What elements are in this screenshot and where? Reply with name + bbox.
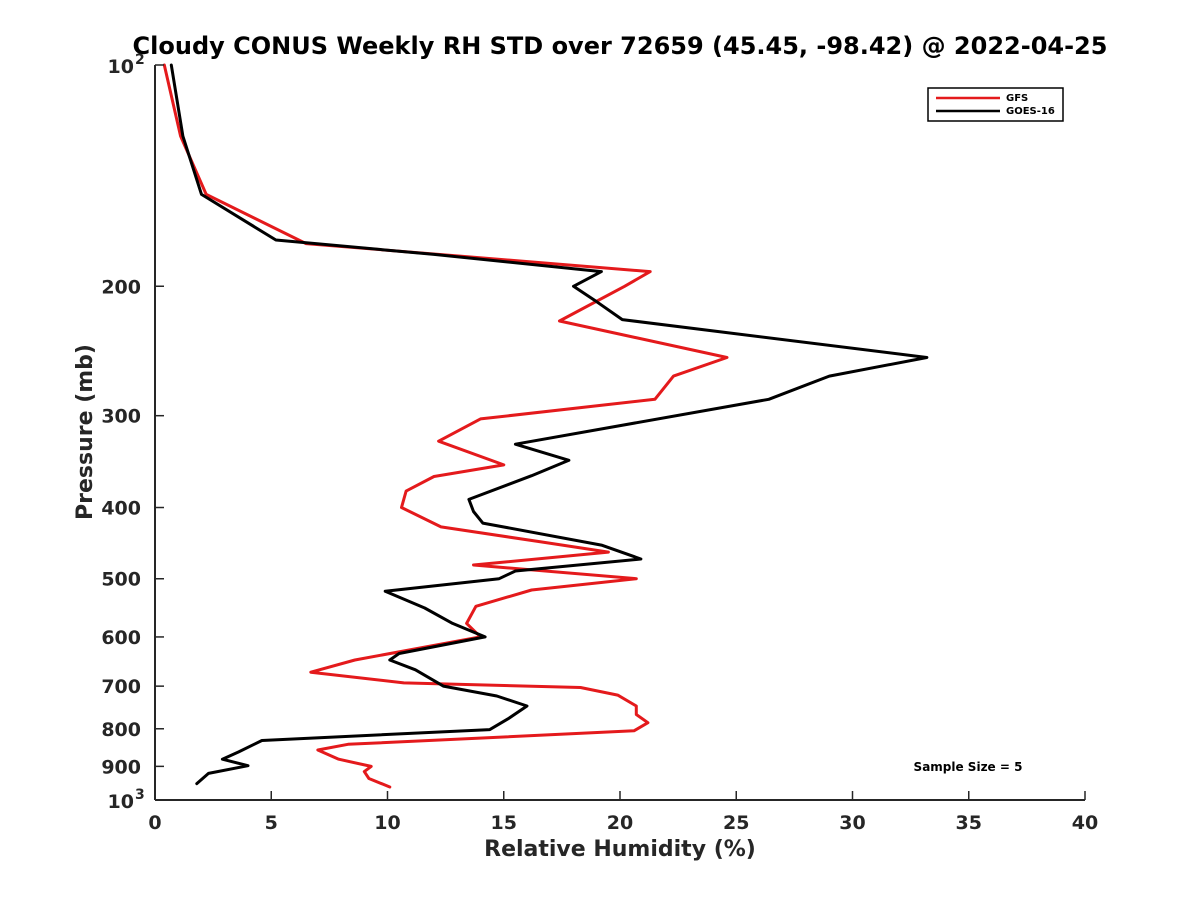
y-tick-label-group: 300 xyxy=(101,406,141,428)
y-axis-label: Pressure (mb) xyxy=(73,344,98,520)
y-tick-label: 600 xyxy=(101,627,141,649)
x-axis-ticks: 0 5 10 15 20 25 30 35 40 xyxy=(148,791,1098,834)
y-tick-label: 500 xyxy=(101,569,141,591)
x-tick-label: 20 xyxy=(607,812,633,834)
legend: GFS GOES-16 xyxy=(927,87,1064,122)
y-tick-label-group: 600 xyxy=(101,627,141,649)
y-tick-label-group: 700 xyxy=(101,676,141,698)
legend-box xyxy=(927,87,1064,122)
y-tick-label-group: 10 2 xyxy=(108,52,145,78)
y-tick-label: 700 xyxy=(101,676,141,698)
chart-title: Cloudy CONUS Weekly RH STD over 72659 (4… xyxy=(133,32,1108,60)
legend-label-goes16: GOES-16 xyxy=(1006,106,1055,117)
x-tick-label: 30 xyxy=(839,812,865,834)
y-tick-label-group: 400 xyxy=(101,498,141,520)
y-tick-label: 900 xyxy=(101,756,141,778)
sample-size-annotation: Sample Size = 5 xyxy=(914,760,1023,774)
series-layer xyxy=(162,63,929,789)
y-tick-label: 800 xyxy=(101,719,141,741)
series-line-goes16 xyxy=(169,63,929,786)
y-tick-label: 200 xyxy=(101,276,141,298)
y-tick-exponent: 3 xyxy=(135,787,145,803)
y-tick-label-group: 10 3 xyxy=(108,787,145,813)
x-tick-label: 5 xyxy=(265,812,278,834)
x-tick-label: 10 xyxy=(374,812,400,834)
x-tick-label: 15 xyxy=(491,812,517,834)
y-tick-label-group: 500 xyxy=(101,569,141,591)
y-tick-label: 400 xyxy=(101,498,141,520)
x-tick-label: 35 xyxy=(956,812,982,834)
y-tick-label-group: 800 xyxy=(101,719,141,741)
y-tick-label: 300 xyxy=(101,406,141,428)
y-tick-label: 10 xyxy=(108,791,134,813)
x-tick-label: 40 xyxy=(1072,812,1098,834)
legend-label-gfs: GFS xyxy=(1006,93,1028,104)
y-tick-label-group: 200 xyxy=(101,276,141,298)
x-tick-label: 0 xyxy=(148,812,161,834)
y-tick-label-group: 900 xyxy=(101,756,141,778)
y-tick-label: 10 xyxy=(108,56,134,78)
x-axis-label: Relative Humidity (%) xyxy=(484,837,756,862)
series-line-gfs xyxy=(162,63,729,789)
x-tick-label: 25 xyxy=(723,812,749,834)
y-tick-exponent: 2 xyxy=(135,52,145,68)
